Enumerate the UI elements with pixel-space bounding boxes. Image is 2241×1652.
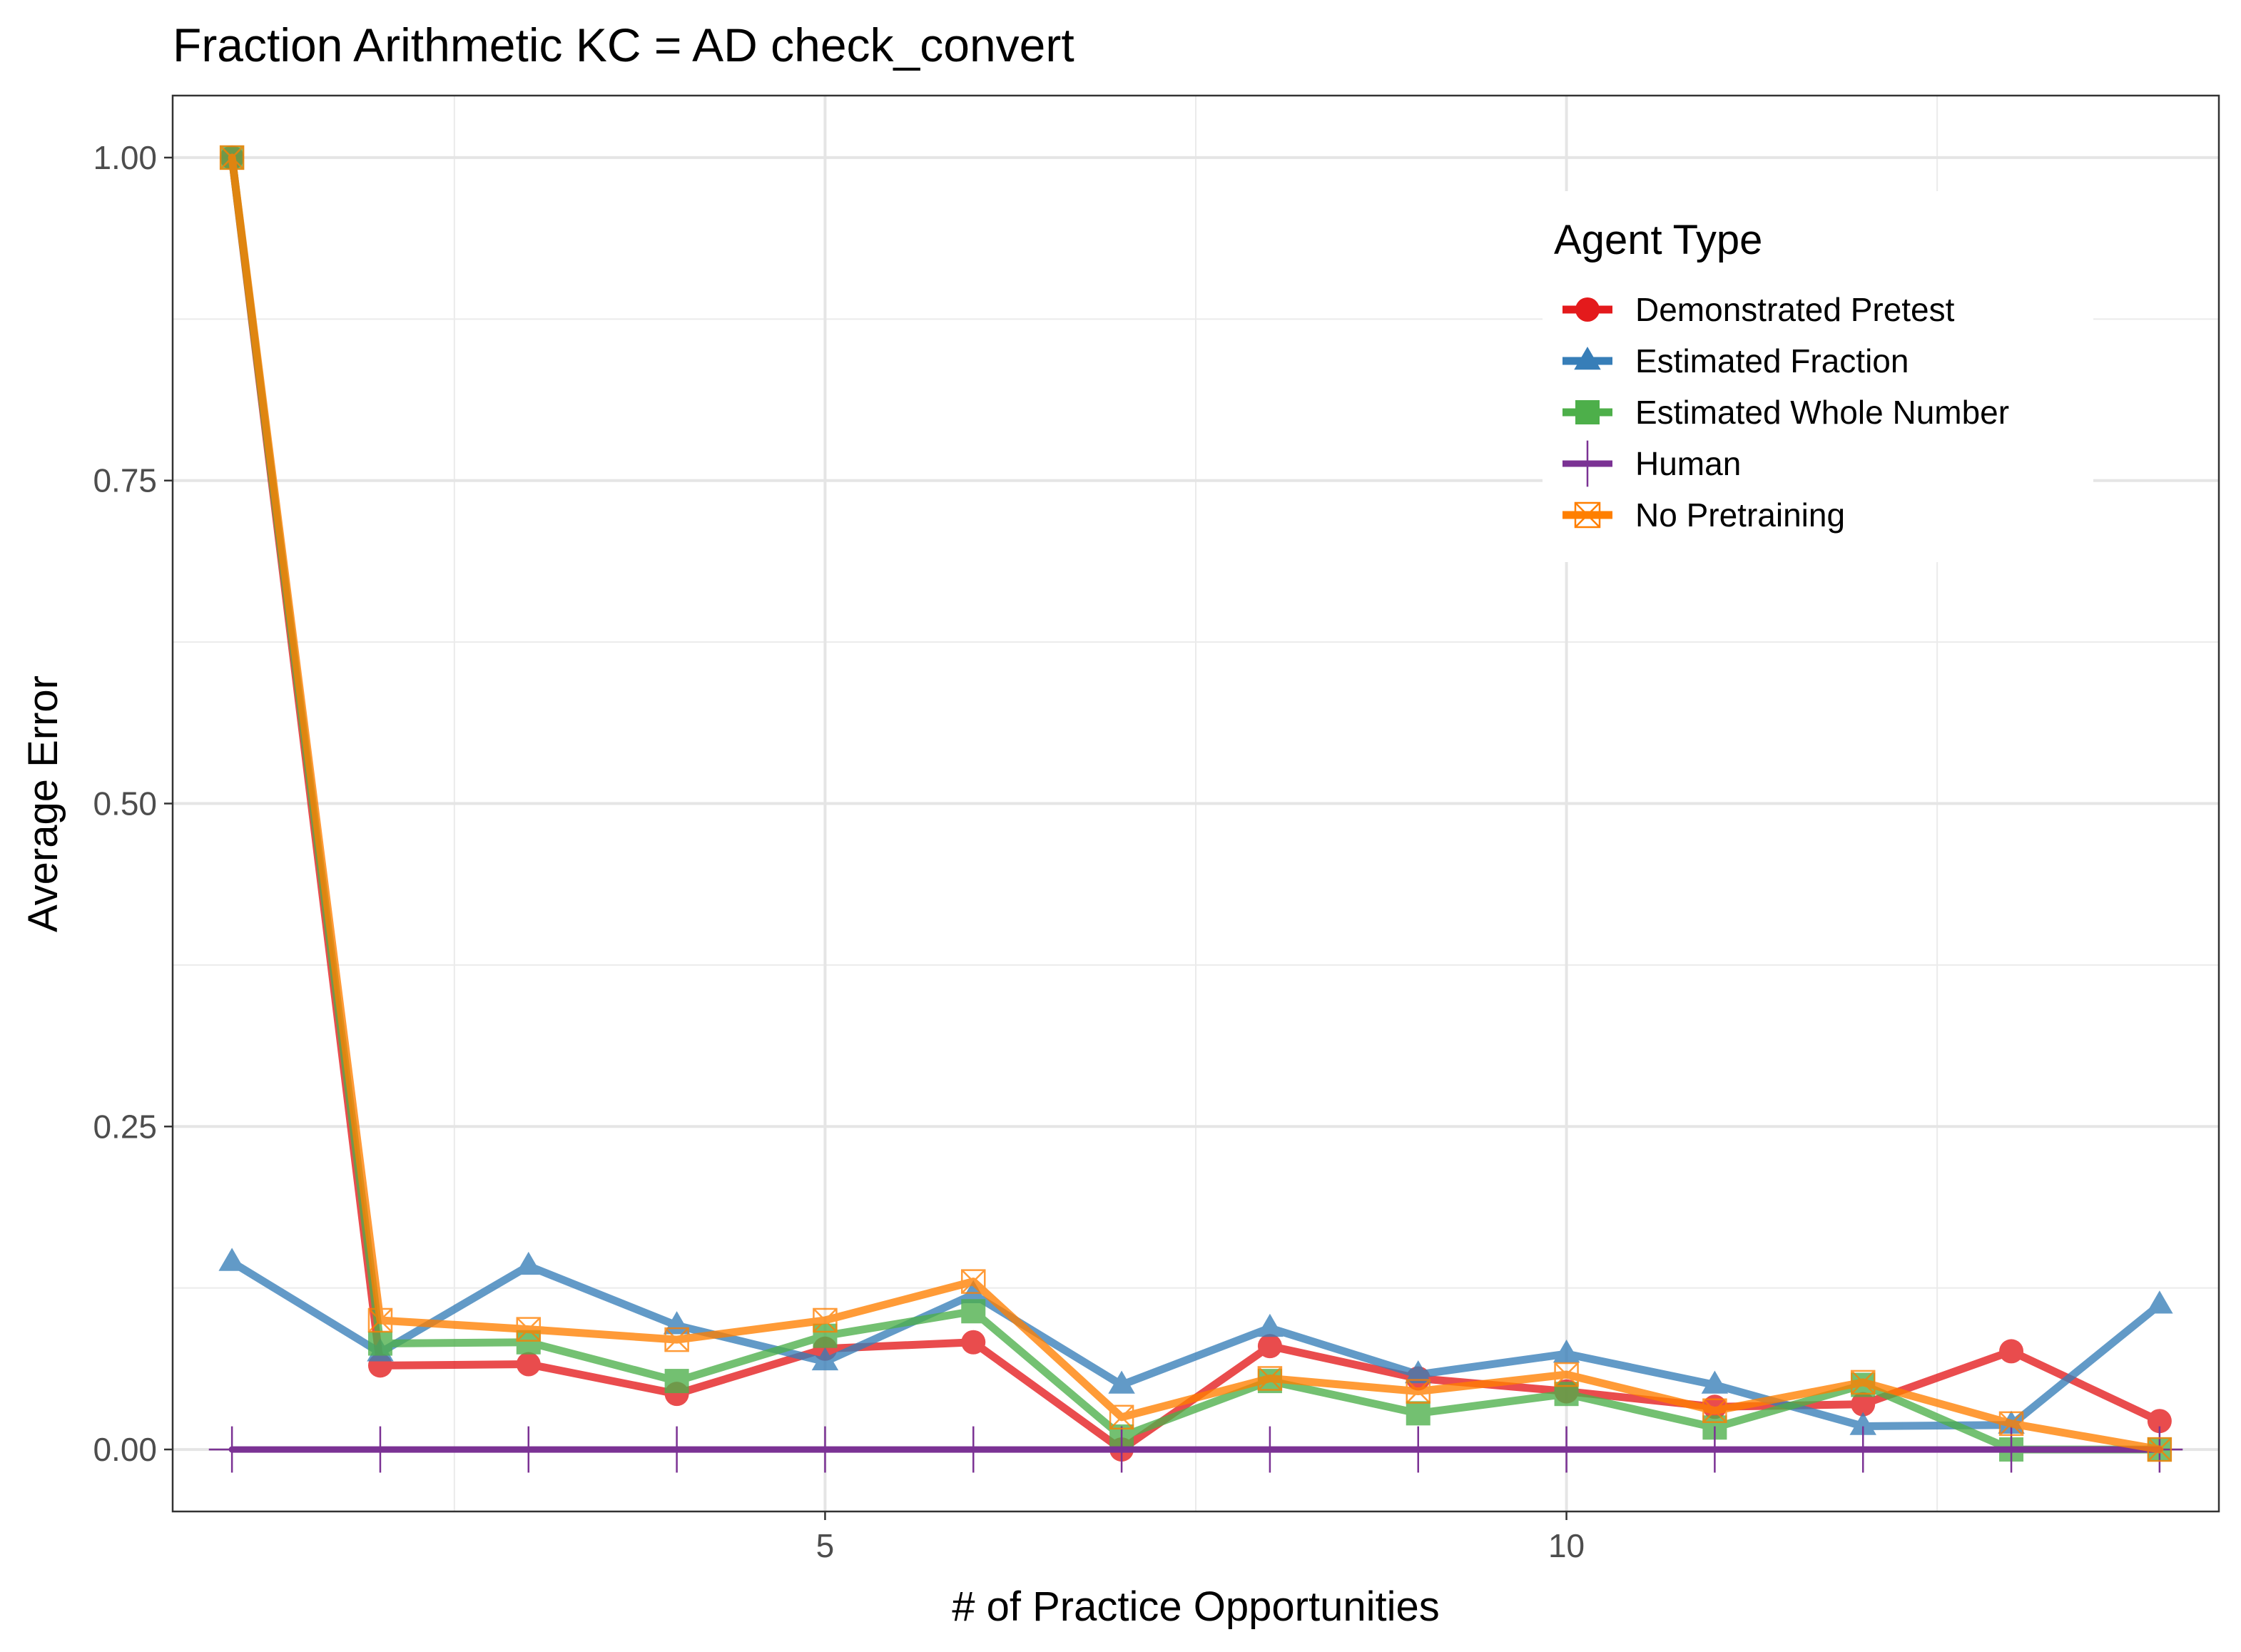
data-point-estimated-whole-number <box>961 1299 986 1324</box>
data-point-human <box>357 1426 404 1473</box>
x-tick-label: 10 <box>1548 1527 1585 1564</box>
data-point-no-pretraining <box>1998 1411 2024 1437</box>
series-human <box>208 1426 2183 1473</box>
series-layer <box>208 145 2183 1473</box>
y-tick-label: 0.50 <box>93 785 157 822</box>
legend-label: Estimated Whole Number <box>1635 394 2009 431</box>
x-tick-label: 5 <box>816 1527 835 1564</box>
legend-key-marker <box>1574 346 1601 370</box>
y-axis-title: Average Error <box>20 675 66 932</box>
series-line-no-pretraining <box>228 153 2164 1454</box>
legend-item-no-pretraining: No Pretraining <box>1562 496 1845 534</box>
data-point-human <box>1691 1426 1738 1473</box>
data-point-estimated-whole-number <box>516 1330 541 1355</box>
x-axis: 5 10 <box>816 1511 1585 1564</box>
data-point-estimated-whole-number <box>664 1369 689 1394</box>
data-point-human <box>1395 1426 1442 1473</box>
legend: Agent Type Demonstrated Pretest Estimated… <box>1543 191 2093 562</box>
legend-key-marker <box>1574 501 1601 529</box>
series-line-estimated-fraction <box>228 1258 2164 1430</box>
legend-label: Estimated Fraction <box>1635 342 1909 379</box>
data-point-human <box>1988 1426 2035 1473</box>
chart-title: Fraction Arithmetic KC = AD check_conver… <box>173 19 1074 71</box>
data-point-human <box>208 1426 255 1473</box>
data-point-estimated-whole-number <box>367 1331 392 1356</box>
data-point-estimated-fraction <box>2146 1290 2173 1314</box>
data-point-no-pretraining <box>367 1307 393 1333</box>
data-point-no-pretraining <box>219 145 245 170</box>
data-point-estimated-whole-number <box>813 1323 838 1348</box>
data-point-human <box>1098 1426 1145 1473</box>
y-tick-label: 0.75 <box>93 462 157 499</box>
y-tick-label: 0.25 <box>93 1108 157 1145</box>
legend-background <box>1543 191 2093 562</box>
data-point-estimated-fraction <box>515 1251 542 1275</box>
y-tick-label: 0.00 <box>93 1431 157 1468</box>
data-point-no-pretraining <box>1109 1404 1134 1430</box>
series-no-pretraining <box>219 145 2173 1462</box>
data-point-no-pretraining <box>1554 1362 1579 1387</box>
y-axis: 0.00 0.25 0.50 0.75 1.00 <box>93 139 173 1468</box>
legend-label: Demonstrated Pretest <box>1635 291 1955 328</box>
legend-key-marker <box>1564 440 1611 487</box>
legend-items: Demonstrated Pretest Estimated Fraction Es… <box>1562 291 2009 534</box>
data-point-no-pretraining <box>664 1327 689 1352</box>
data-point-estimated-fraction <box>1405 1360 1432 1384</box>
x-axis-title: # of Practice Opportunities <box>952 1584 1439 1630</box>
data-point-no-pretraining <box>961 1269 986 1294</box>
data-point-estimated-fraction <box>218 1248 245 1271</box>
data-point-human <box>950 1426 997 1473</box>
data-point-human <box>654 1426 701 1473</box>
legend-item-demonstrated-pretest: Demonstrated Pretest <box>1562 291 1955 328</box>
y-tick-label: 1.00 <box>93 139 157 176</box>
legend-key-marker <box>1575 400 1600 424</box>
data-point-demonstrated-pretest <box>1257 1334 1282 1359</box>
data-point-demonstrated-pretest <box>2147 1409 2172 1434</box>
data-point-no-pretraining <box>1257 1366 1283 1391</box>
data-point-human <box>802 1426 848 1473</box>
data-point-no-pretraining <box>2147 1437 2173 1462</box>
legend-item-human: Human <box>1562 440 1741 487</box>
data-point-estimated-fraction <box>1553 1340 1580 1363</box>
data-point-demonstrated-pretest <box>1999 1339 2024 1364</box>
legend-item-estimated-fraction: Estimated Fraction <box>1562 342 1909 379</box>
data-point-estimated-fraction <box>811 1347 839 1371</box>
data-point-human <box>1543 1426 1590 1473</box>
legend-item-estimated-whole-number: Estimated Whole Number <box>1562 394 2009 431</box>
data-point-no-pretraining <box>516 1317 542 1342</box>
data-point-human <box>1246 1426 1294 1473</box>
data-point-no-pretraining <box>1850 1370 1876 1395</box>
data-point-human <box>1839 1426 1886 1473</box>
legend-key-marker <box>1575 297 1600 322</box>
data-point-estimated-whole-number <box>1406 1401 1431 1426</box>
legend-label: No Pretraining <box>1635 496 1845 534</box>
data-point-no-pretraining <box>1406 1379 1431 1404</box>
data-point-estimated-fraction <box>1256 1313 1284 1337</box>
series-line-estimated-whole-number <box>228 153 2164 1454</box>
legend-title: Agent Type <box>1554 217 1762 263</box>
data-point-demonstrated-pretest <box>1851 1392 1876 1417</box>
data-point-no-pretraining <box>1702 1398 1727 1423</box>
data-point-demonstrated-pretest <box>516 1352 541 1377</box>
data-point-no-pretraining <box>813 1307 838 1333</box>
data-point-estimated-fraction <box>960 1280 987 1304</box>
data-point-human <box>505 1426 552 1473</box>
data-point-estimated-fraction <box>1849 1412 1876 1435</box>
legend-label: Human <box>1635 445 1741 482</box>
data-point-estimated-fraction <box>1701 1370 1729 1394</box>
data-point-demonstrated-pretest <box>961 1330 986 1355</box>
data-point-estimated-fraction <box>1108 1370 1135 1394</box>
